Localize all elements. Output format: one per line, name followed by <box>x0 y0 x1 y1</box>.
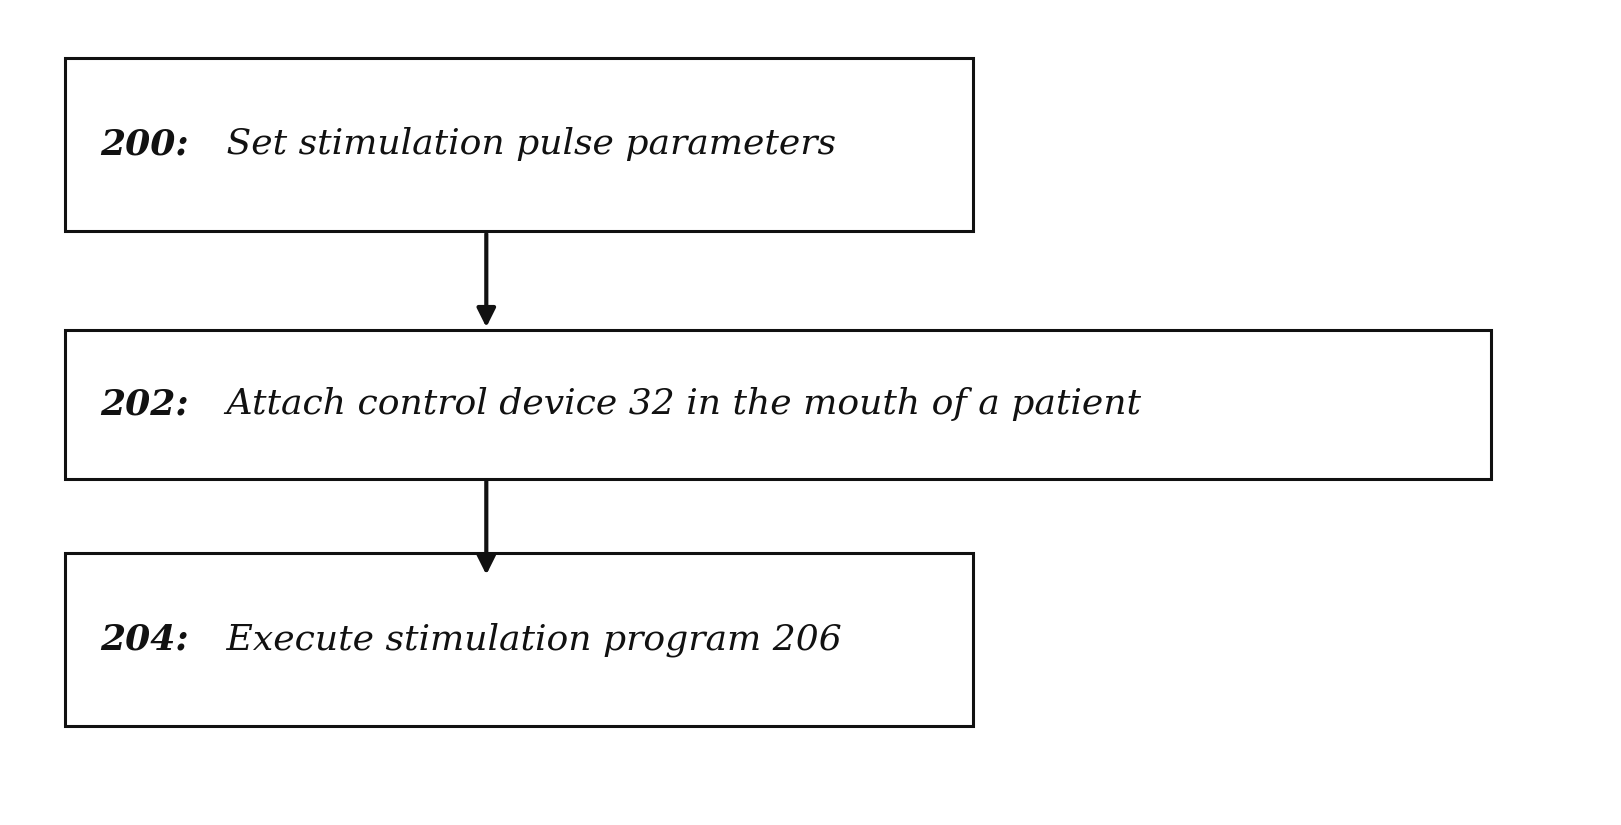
Bar <box>65 58 973 231</box>
Text: Execute stimulation program 206: Execute stimulation program 206 <box>216 622 841 657</box>
Bar <box>65 553 973 726</box>
Text: 204:: 204: <box>101 622 190 657</box>
Bar <box>65 330 1491 478</box>
Text: 202:: 202: <box>101 387 190 422</box>
Text: Attach control device 32 in the mouth of a patient: Attach control device 32 in the mouth of… <box>216 387 1141 422</box>
Text: 200:: 200: <box>101 127 190 162</box>
Text: Set stimulation pulse parameters: Set stimulation pulse parameters <box>216 127 836 162</box>
